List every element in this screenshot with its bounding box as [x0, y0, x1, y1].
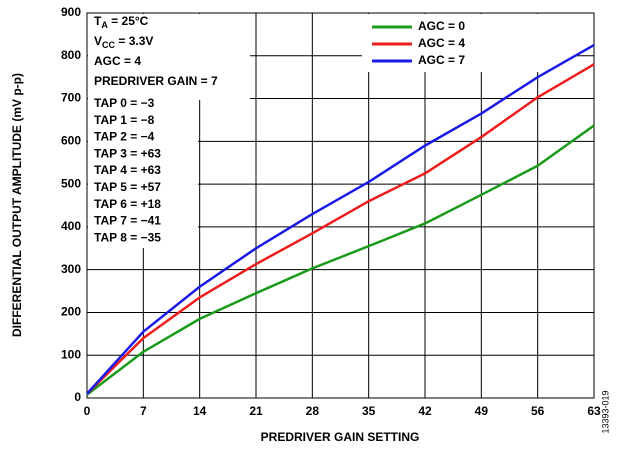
y-tick-label: 400: [61, 219, 81, 233]
annotation: TA = 25°C: [94, 14, 149, 30]
y-tick-label: 500: [61, 176, 81, 190]
annotation: TAP 2 = −4: [94, 130, 155, 144]
annotation: TAP 4 = +63: [94, 163, 161, 177]
y-tick-label: 100: [61, 347, 81, 361]
annotation-text: AGC = 4: [94, 54, 141, 68]
y-tick-label: 700: [61, 91, 81, 105]
figure-id: 13393-019: [600, 390, 610, 433]
annotation: TAP 1 = −8: [94, 113, 155, 127]
x-tick-label: 0: [84, 404, 91, 418]
annotation: TAP 6 = +18: [94, 197, 161, 211]
x-tick-label: 21: [249, 404, 263, 418]
annotation-text: TAP 4 = +63: [94, 163, 161, 177]
x-tick-label: 7: [140, 404, 147, 418]
annotation-text: TAP 6 = +18: [94, 197, 161, 211]
plot-frame: [86, 12, 595, 399]
x-tick-label: 14: [193, 404, 207, 418]
annotation: TAP 5 = +57: [94, 180, 161, 194]
annotation-background: [88, 14, 250, 100]
y-tick-label: 300: [61, 262, 81, 276]
annotation-text: PREDRIVER GAIN = 7: [94, 74, 218, 88]
annotation: TAP 8 = −35: [94, 231, 161, 245]
annotation-text: TAP 0 = −3: [94, 96, 155, 110]
data-line: [86, 43, 595, 395]
annotation-text: TAP 5 = +57: [94, 180, 161, 194]
annotation: TAP 0 = −3: [94, 96, 155, 110]
x-tick-label: 28: [306, 404, 320, 418]
x-tick-label: 56: [531, 404, 545, 418]
annotation: AGC = 4: [94, 54, 141, 68]
annotation-subscript: A: [101, 20, 108, 30]
y-tick-label: 200: [61, 305, 81, 319]
y-axis-label: DIFFERENTIAL OUTPUT AMPLITUDE (mV p-p): [10, 73, 24, 337]
x-tick-label: 42: [418, 404, 432, 418]
annotation-text: TAP 1 = −8: [94, 113, 155, 127]
annotation-text: TAP 2 = −4: [94, 130, 155, 144]
x-tick-label: 49: [475, 404, 489, 418]
annotation-text: TAP 3 = +63: [94, 147, 161, 161]
annotation-text: TAP 8 = −35: [94, 231, 161, 245]
legend-label: AGC = 7: [418, 53, 465, 67]
y-tick-label: 0: [74, 390, 81, 404]
annotation-text: = 3.3V: [115, 34, 153, 48]
annotation: TAP 3 = +63: [94, 147, 161, 161]
x-tick-label: 63: [587, 404, 601, 418]
annotation-subscript: CC: [102, 40, 115, 50]
data-line: [86, 124, 595, 396]
data-line: [86, 63, 595, 395]
annotation: TAP 7 = −41: [94, 214, 161, 228]
annotation-text: T: [94, 14, 102, 28]
y-tick-label: 900: [61, 5, 81, 19]
annotation-background: [88, 100, 198, 248]
annotation: PREDRIVER GAIN = 7: [94, 74, 218, 88]
y-tick-label: 800: [61, 48, 81, 62]
legend-label: AGC = 4: [418, 36, 465, 50]
legend-label: AGC = 0: [418, 19, 465, 33]
annotation-text: TAP 7 = −41: [94, 214, 161, 228]
x-axis-label: PREDRIVER GAIN SETTING: [261, 430, 420, 444]
x-tick-label: 35: [362, 404, 376, 418]
annotation: VCC = 3.3V: [94, 34, 153, 50]
annotation-text: = 25°C: [108, 14, 149, 28]
y-tick-label: 600: [61, 134, 81, 148]
annotation-text: V: [94, 34, 102, 48]
